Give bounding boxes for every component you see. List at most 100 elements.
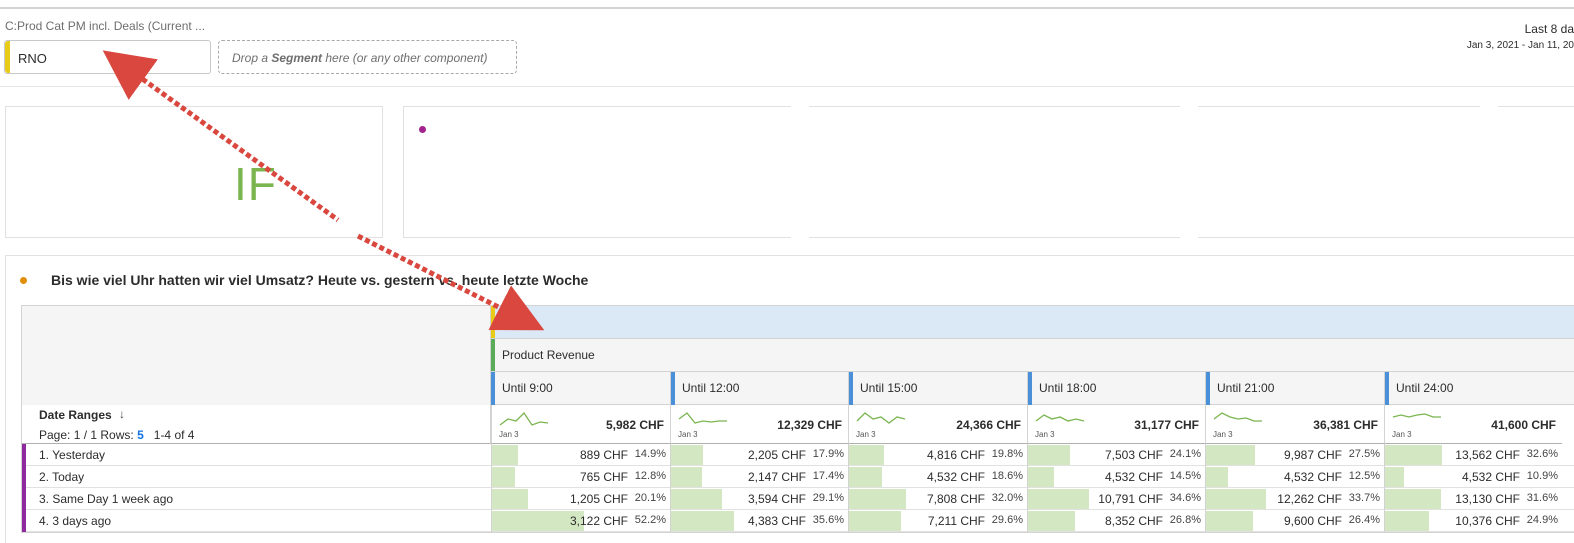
table-row[interactable]: 2. Today 765 CHF 12.8% 2,147 CHF 17.4% 4,532 …	[22, 466, 1574, 488]
table-cell[interactable]: 1,205 CHF 20.1%	[491, 488, 670, 510]
cell-percent: 32.0%	[991, 492, 1023, 504]
row-label[interactable]: 3. Same Day 1 week ago	[39, 492, 174, 506]
table-cell[interactable]: 2,205 CHF 17.9%	[670, 444, 848, 466]
cell-value: 4,532 CHF	[1104, 470, 1163, 484]
cell-percent: 26.8%	[1169, 514, 1201, 526]
row-label[interactable]: 2. Today	[39, 470, 85, 484]
column-total-cell: Jan 3 31,177 CHF	[1027, 405, 1205, 444]
segment-column-header[interactable]: RNO	[491, 306, 1574, 339]
sparkline-chart	[1035, 414, 1085, 422]
freeform-panel-right[interactable]	[403, 106, 1574, 238]
table-cell[interactable]: 13,562 CHF 32.6%	[1384, 444, 1562, 466]
cell-share-bar	[1385, 489, 1441, 509]
dimension-header[interactable]: Date Ranges ↓ Page: 1 / 1 Rows: 5 1-4 of…	[22, 405, 491, 444]
metric-header-label: Product Revenue	[502, 348, 595, 362]
table-cell[interactable]: 765 CHF 12.8%	[491, 466, 670, 488]
rows-per-page-select[interactable]: 5	[137, 428, 144, 442]
table-row[interactable]: 3. Same Day 1 week ago 1,205 CHF 20.1% 3,59…	[22, 488, 1574, 510]
table-cell[interactable]: 3,122 CHF 52.2%	[491, 510, 670, 532]
time-range-column-header[interactable]: Until 21:00	[1205, 372, 1384, 405]
segment-header-label: RNO	[502, 315, 529, 329]
cell-share-bar	[1028, 511, 1075, 531]
cell-value: 10,791 CHF	[1098, 492, 1163, 506]
time-range-label: Until 18:00	[1039, 381, 1097, 395]
cell-value: 8,352 CHF	[1104, 514, 1163, 528]
cell-value: 889 CHF	[579, 448, 628, 462]
date-range-value[interactable]: Jan 3, 2021 - Jan 11, 20	[1466, 40, 1574, 51]
cell-value: 2,147 CHF	[747, 470, 806, 484]
time-range-label: Until 21:00	[1217, 381, 1275, 395]
table-row[interactable]: 4. 3 days ago 3,122 CHF 52.2% 4,383 CHF 35.6…	[22, 510, 1574, 532]
cell-percent: 32.6%	[1526, 448, 1558, 460]
cell-share-bar	[492, 511, 584, 531]
freeform-panel-left[interactable]: IF	[5, 106, 383, 238]
table-cell[interactable]: 4,532 CHF 14.5%	[1027, 466, 1205, 488]
row-label[interactable]: 1. Yesterday	[39, 448, 106, 462]
cell-percent: 52.2%	[634, 514, 666, 526]
table-cell[interactable]: 7,503 CHF 24.1%	[1027, 444, 1205, 466]
cell-value: 1,205 CHF	[569, 492, 628, 506]
segment-drop-zone[interactable]: Drop a Segment here (or any other compon…	[218, 40, 517, 74]
table-cell[interactable]: 13,130 CHF 31.6%	[1384, 488, 1562, 510]
table-cell[interactable]: 3,594 CHF 29.1%	[670, 488, 848, 510]
cell-percent: 19.8%	[991, 448, 1023, 460]
table-cell[interactable]: 2,147 CHF 17.4%	[670, 466, 848, 488]
table-pager: Page: 1 / 1 Rows: 5 1-4 of 4	[39, 428, 194, 442]
panel-gap	[791, 232, 809, 240]
visualization-title[interactable]: Bis wie viel Uhr hatten wir viel Umsatz?…	[51, 272, 589, 288]
sparkline-date-label: Jan 3	[1213, 430, 1233, 439]
row-color-bar	[22, 466, 26, 488]
sort-down-arrow-icon[interactable]: ↓	[119, 407, 125, 421]
sparkline-date-label: Jan 3	[1035, 430, 1055, 439]
time-range-column-header[interactable]: Until 24:00	[1384, 372, 1562, 405]
table-cell[interactable]: 8,352 CHF 26.8%	[1027, 510, 1205, 532]
time-range-column-header[interactable]: Until 15:00	[848, 372, 1027, 405]
cell-value: 4,383 CHF	[747, 514, 806, 528]
applied-segment-chip[interactable]: RNO	[4, 40, 211, 74]
date-range-label[interactable]: Last 8 da	[1524, 22, 1574, 36]
table-cell[interactable]: 4,383 CHF 35.6%	[670, 510, 848, 532]
table-cell[interactable]: 10,376 CHF 24.9%	[1384, 510, 1562, 532]
table-cell[interactable]: 9,987 CHF 27.5%	[1205, 444, 1384, 466]
time-range-column-header[interactable]: Until 18:00	[1027, 372, 1205, 405]
dimension-header-stripe	[1385, 372, 1389, 405]
row-label[interactable]: 4. 3 days ago	[39, 514, 112, 528]
cell-value: 3,594 CHF	[747, 492, 806, 506]
time-range-label: Until 9:00	[502, 381, 553, 395]
cell-value: 13,562 CHF	[1455, 448, 1520, 462]
panel-gap	[1180, 232, 1198, 240]
table-row[interactable]: 1. Yesterday 889 CHF 14.9% 2,205 CHF 17.9% 4,…	[22, 444, 1574, 466]
column-total-cell: Jan 3 24,366 CHF	[848, 405, 1027, 444]
cell-value: 4,532 CHF	[1461, 470, 1520, 484]
table-cell[interactable]: 10,791 CHF 34.6%	[1027, 488, 1205, 510]
cell-share-bar	[1206, 489, 1266, 509]
table-cell[interactable]: 12,262 CHF 33.7%	[1205, 488, 1384, 510]
table-cell[interactable]: 4,532 CHF 18.6%	[848, 466, 1027, 488]
cell-percent: 31.6%	[1526, 492, 1558, 504]
freeform-table-panel	[5, 255, 1574, 543]
metric-column-header[interactable]: Product Revenue	[491, 339, 1574, 372]
dimension-header-stripe	[671, 372, 675, 405]
cell-percent: 12.8%	[634, 470, 666, 482]
time-range-column-header[interactable]: Until 9:00	[491, 372, 670, 405]
table-cell[interactable]: 7,211 CHF 29.6%	[848, 510, 1027, 532]
time-range-column-header[interactable]: Until 12:00	[670, 372, 848, 405]
table-cell[interactable]: 9,600 CHF 26.4%	[1205, 510, 1384, 532]
dimension-header-stripe	[1206, 372, 1210, 405]
table-cell[interactable]: 4,532 CHF 10.9%	[1384, 466, 1562, 488]
table-cell[interactable]: 4,816 CHF 19.8%	[848, 444, 1027, 466]
cell-value: 4,532 CHF	[926, 470, 985, 484]
table-cell[interactable]: 4,532 CHF 12.5%	[1205, 466, 1384, 488]
cell-share-bar	[1206, 467, 1228, 487]
cell-percent: 34.6%	[1169, 492, 1201, 504]
column-total-cell: Jan 3 36,381 CHF	[1205, 405, 1384, 444]
cell-percent: 14.9%	[634, 448, 666, 460]
cell-share-bar	[671, 511, 734, 531]
row-color-bar	[22, 444, 26, 466]
report-suite-name[interactable]: C:Prod Cat PM incl. Deals (Current ...	[5, 19, 206, 33]
column-total-value: 36,381 CHF	[1313, 418, 1378, 432]
table-cell[interactable]: 889 CHF 14.9%	[491, 444, 670, 466]
table-cell[interactable]: 7,808 CHF 32.0%	[848, 488, 1027, 510]
cell-share-bar	[849, 445, 884, 465]
time-range-label: Until 12:00	[682, 381, 740, 395]
